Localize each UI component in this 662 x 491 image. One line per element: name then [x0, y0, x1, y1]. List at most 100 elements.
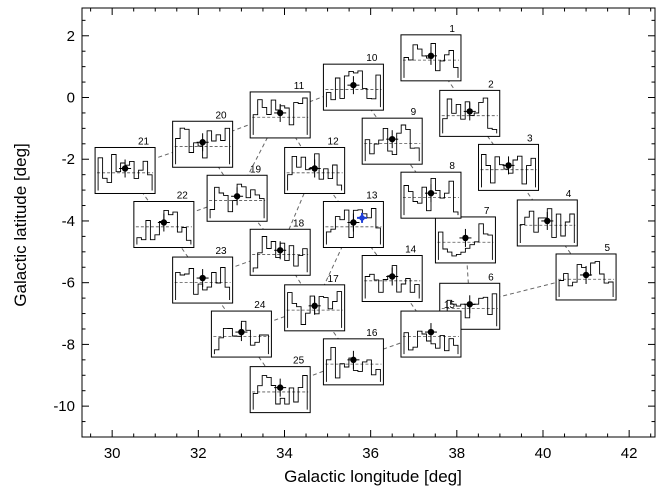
data-point: [347, 76, 360, 95]
point-marker: [350, 356, 357, 364]
panel-number-label: 20: [216, 110, 228, 121]
panel-histogram: [403, 330, 459, 355]
point-marker: [427, 52, 435, 60]
data-point: [424, 46, 437, 65]
panel-histogram: [252, 375, 308, 410]
panel-frame: [361, 117, 423, 165]
data-point: [347, 213, 360, 232]
panel-histogram: [364, 124, 420, 162]
point-marker: [276, 109, 284, 117]
spectrum-panel: 9: [361, 107, 423, 165]
point-marker: [388, 273, 396, 280]
point-marker: [199, 274, 206, 282]
data-point: [157, 213, 170, 232]
y-tick-label: 2: [67, 28, 75, 45]
panel-number-label: 14: [405, 245, 417, 256]
point-marker: [238, 328, 245, 336]
data-point: [196, 269, 209, 288]
panel-number-label: 17: [328, 274, 340, 285]
data-point: [119, 159, 132, 178]
point-marker: [311, 165, 318, 172]
panel-number-label: 24: [254, 300, 266, 311]
point-marker: [427, 189, 435, 197]
data-point: [502, 156, 515, 175]
y-tick-label: 0: [67, 90, 75, 107]
point-marker: [505, 162, 512, 169]
y-axis-title: Galactic latitude [deg]: [11, 143, 30, 306]
data-point: [580, 265, 593, 284]
panel-number-label: 1: [449, 24, 455, 35]
data-point: [386, 267, 399, 286]
point-marker: [276, 247, 284, 254]
point-marker: [427, 328, 435, 336]
data-point: [308, 159, 321, 178]
panel-number-label: 9: [411, 107, 417, 118]
panel-number-label: 18: [293, 218, 305, 229]
point-marker: [233, 193, 241, 200]
y-tick-label: -2: [62, 151, 75, 168]
panel-number-label: 22: [177, 191, 189, 202]
data-point: [463, 102, 476, 121]
data-point: [347, 350, 360, 369]
point-marker: [466, 301, 473, 308]
data-point: [424, 323, 437, 342]
panel-number-label: 23: [216, 246, 228, 257]
spectrum-panel: 23: [172, 246, 234, 304]
panel-number-label: 5: [605, 243, 611, 254]
x-tick-label: 30: [104, 445, 121, 462]
panel-number-label: 15: [444, 300, 456, 311]
point-marker: [121, 165, 129, 172]
panel-number-label: 10: [366, 53, 378, 64]
panel-number-label: 7: [484, 206, 490, 217]
panel-number-label: 13: [366, 191, 378, 202]
point-marker: [388, 135, 396, 143]
x-tick-label: 42: [621, 445, 638, 462]
point-marker: [276, 384, 284, 391]
point-marker: [199, 139, 206, 146]
panel-number-label: 3: [527, 133, 533, 144]
point-marker: [350, 219, 357, 226]
panel-histogram: [325, 70, 381, 108]
point-marker: [160, 219, 168, 226]
x-axis-title: Galactic longitude [deg]: [284, 467, 462, 486]
panel-number-label: 6: [488, 272, 494, 283]
panel-number-label: 2: [488, 79, 494, 90]
point-marker: [544, 217, 551, 225]
panel-number-label: 25: [293, 356, 305, 367]
panel-histogram: [519, 208, 575, 243]
y-tick-label: -4: [62, 213, 75, 230]
panel-histogram: [175, 127, 231, 165]
panel-number-label: 16: [366, 328, 378, 339]
data-point: [308, 296, 321, 315]
data-point: [459, 228, 472, 247]
data-point: [231, 187, 244, 206]
panel-number-label: 21: [138, 136, 150, 147]
marker-group: [119, 46, 593, 397]
panel-number-label: 4: [566, 189, 572, 200]
data-point: [541, 211, 554, 230]
y-tick-label: -8: [62, 336, 75, 353]
point-marker: [311, 302, 318, 310]
point-marker: [466, 108, 473, 115]
panel-number-label: 8: [449, 161, 455, 172]
data-point: [274, 241, 287, 260]
data-point: [424, 184, 437, 203]
spectrum-panel-group: 1234567891011121314151617181920212223242…: [94, 24, 617, 414]
data-point: [463, 295, 476, 314]
panel-number-label: 11: [294, 81, 305, 92]
panel-histogram: [437, 223, 493, 260]
data-point: [235, 323, 248, 342]
data-point: [386, 130, 399, 149]
data-point: [274, 378, 287, 397]
panel-number-label: 19: [250, 164, 262, 175]
x-tick-label: 40: [535, 445, 552, 462]
x-tick-label: 34: [276, 445, 293, 462]
y-tick-label: -10: [53, 398, 75, 415]
point-marker: [582, 271, 590, 279]
highlight-point: [357, 212, 368, 223]
x-tick-label: 36: [362, 445, 379, 462]
y-tick-label: -6: [62, 275, 75, 292]
x-tick-label: 38: [448, 445, 465, 462]
point-marker: [462, 234, 469, 242]
highlight-marker: [359, 215, 365, 221]
